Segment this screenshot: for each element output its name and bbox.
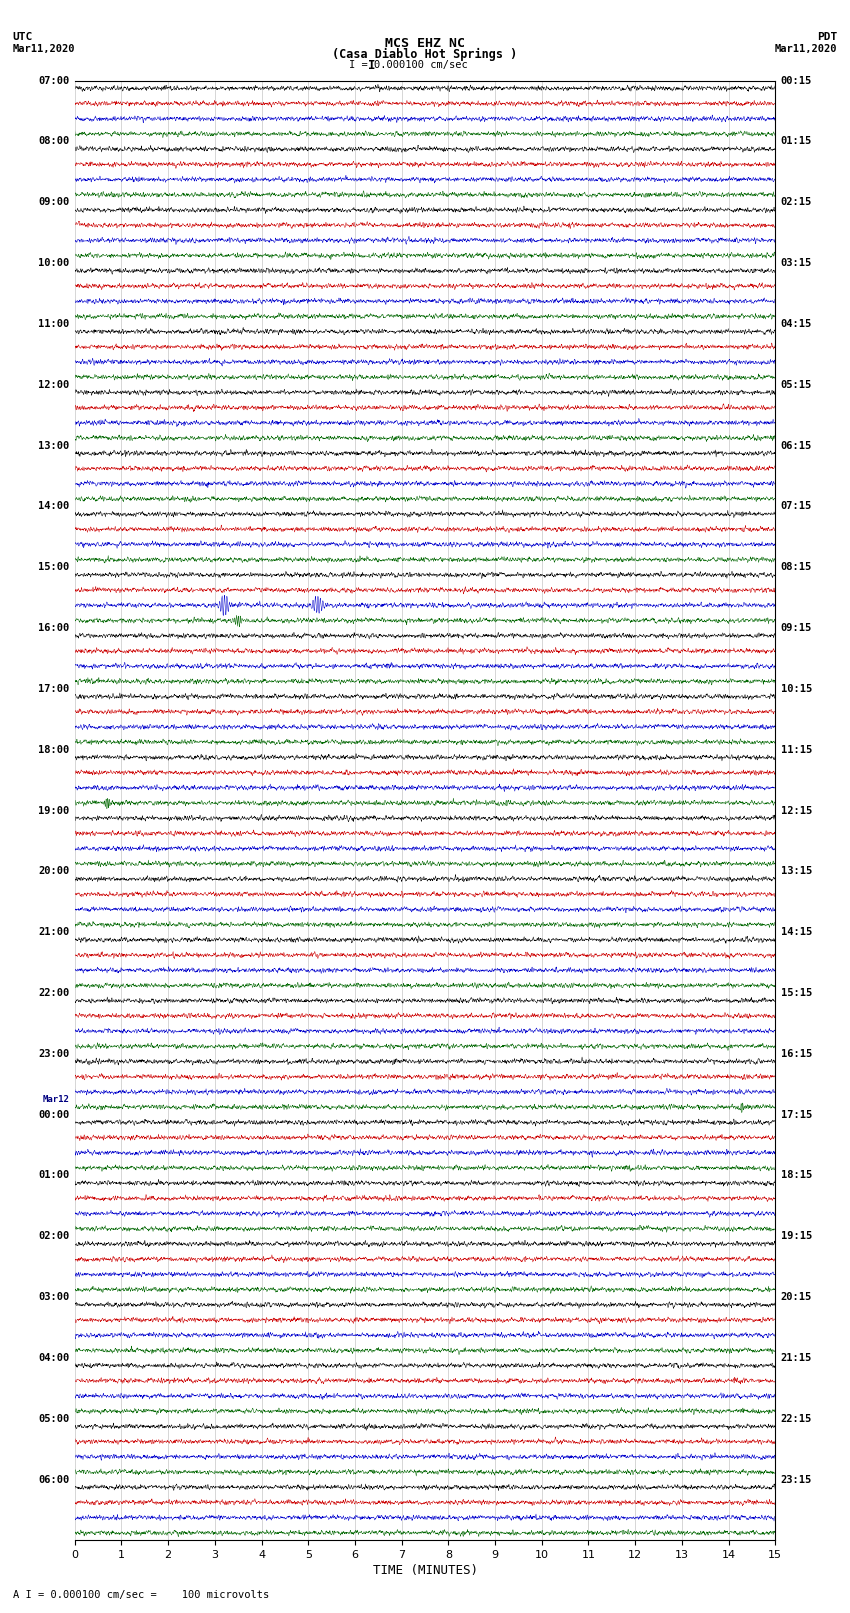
Text: 04:00: 04:00	[38, 1353, 69, 1363]
Text: 10:00: 10:00	[38, 258, 69, 268]
Text: 03:15: 03:15	[781, 258, 812, 268]
Text: I: I	[368, 58, 375, 73]
Text: 01:15: 01:15	[781, 137, 812, 147]
Text: 06:00: 06:00	[38, 1474, 69, 1484]
Text: 12:15: 12:15	[781, 805, 812, 816]
Text: 17:00: 17:00	[38, 684, 69, 694]
Text: 22:00: 22:00	[38, 989, 69, 998]
Text: 15:15: 15:15	[781, 989, 812, 998]
Text: 04:15: 04:15	[781, 319, 812, 329]
Text: UTC: UTC	[13, 32, 33, 42]
Text: 13:00: 13:00	[38, 440, 69, 450]
Text: MCS EHZ NC: MCS EHZ NC	[385, 37, 465, 50]
Text: 08:15: 08:15	[781, 563, 812, 573]
Text: 00:15: 00:15	[781, 76, 812, 85]
Text: 07:00: 07:00	[38, 76, 69, 85]
Text: 07:15: 07:15	[781, 502, 812, 511]
Text: 08:00: 08:00	[38, 137, 69, 147]
Text: 05:00: 05:00	[38, 1413, 69, 1424]
Text: 18:15: 18:15	[781, 1171, 812, 1181]
Text: 01:00: 01:00	[38, 1171, 69, 1181]
Text: 19:15: 19:15	[781, 1231, 812, 1242]
Text: 13:15: 13:15	[781, 866, 812, 876]
Text: 10:15: 10:15	[781, 684, 812, 694]
Text: 23:15: 23:15	[781, 1474, 812, 1484]
X-axis label: TIME (MINUTES): TIME (MINUTES)	[372, 1565, 478, 1578]
Text: Mar11,2020: Mar11,2020	[774, 44, 837, 53]
Text: 02:15: 02:15	[781, 197, 812, 208]
Text: 14:15: 14:15	[781, 927, 812, 937]
Text: Mar12: Mar12	[42, 1095, 69, 1103]
Text: 16:15: 16:15	[781, 1048, 812, 1058]
Text: 21:15: 21:15	[781, 1353, 812, 1363]
Text: 09:00: 09:00	[38, 197, 69, 208]
Text: 23:00: 23:00	[38, 1048, 69, 1058]
Text: 00:00: 00:00	[38, 1110, 69, 1119]
Text: 15:00: 15:00	[38, 563, 69, 573]
Text: PDT: PDT	[817, 32, 837, 42]
Text: 06:15: 06:15	[781, 440, 812, 450]
Text: (Casa Diablo Hot Springs ): (Casa Diablo Hot Springs )	[332, 48, 518, 61]
Text: 05:15: 05:15	[781, 379, 812, 390]
Text: 17:15: 17:15	[781, 1110, 812, 1119]
Text: 03:00: 03:00	[38, 1292, 69, 1302]
Text: 02:00: 02:00	[38, 1231, 69, 1242]
Text: I = 0.000100 cm/sec: I = 0.000100 cm/sec	[348, 60, 468, 69]
Text: 18:00: 18:00	[38, 745, 69, 755]
Text: 12:00: 12:00	[38, 379, 69, 390]
Text: 11:00: 11:00	[38, 319, 69, 329]
Text: 20:15: 20:15	[781, 1292, 812, 1302]
Text: 14:00: 14:00	[38, 502, 69, 511]
Text: Mar11,2020: Mar11,2020	[13, 44, 76, 53]
Text: 19:00: 19:00	[38, 805, 69, 816]
Text: 16:00: 16:00	[38, 623, 69, 632]
Text: 21:00: 21:00	[38, 927, 69, 937]
Text: 11:15: 11:15	[781, 745, 812, 755]
Text: 20:00: 20:00	[38, 866, 69, 876]
Text: 09:15: 09:15	[781, 623, 812, 632]
Text: A I = 0.000100 cm/sec =    100 microvolts: A I = 0.000100 cm/sec = 100 microvolts	[13, 1590, 269, 1600]
Text: 22:15: 22:15	[781, 1413, 812, 1424]
